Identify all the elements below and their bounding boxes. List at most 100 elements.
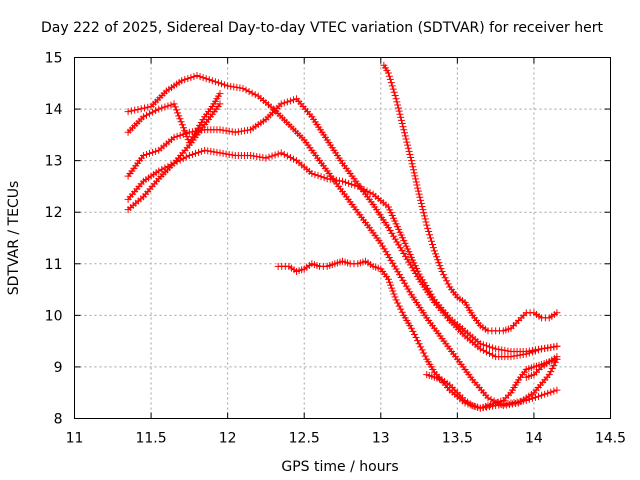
data-point-marker [179,124,187,132]
data-point-marker [171,103,179,111]
data-point-marker [141,104,149,112]
data-point-marker [544,389,552,397]
y-tick-label: 10 [45,308,63,324]
data-point-marker [397,116,405,124]
data-point-marker [444,280,452,288]
data-point-marker [386,227,394,235]
data-point-marker [437,265,445,273]
data-point-marker [428,240,436,248]
data-point-marker [538,345,546,353]
data-point-marker [424,284,432,292]
data-point-marker [222,127,230,135]
data-point-marker [535,345,543,353]
data-point-marker [418,203,426,211]
data-point-marker [193,72,201,80]
data-point-marker [196,121,204,129]
data-point-marker [393,238,401,246]
x-tick-label: 12.5 [289,431,320,447]
data-point-marker [550,343,558,351]
data-point-marker [420,349,428,357]
data-point-marker [384,275,392,283]
y-tick-label: 13 [45,154,63,170]
data-point-marker [390,262,398,270]
data-point-marker [320,174,328,182]
data-point-marker [415,190,423,198]
data-point-marker [476,340,484,348]
data-point-marker [360,186,368,194]
data-point-marker [387,256,395,264]
data-point-marker [420,212,428,220]
data-point-marker [495,345,503,353]
data-point-marker [425,228,433,236]
data-point-marker [289,96,297,104]
data-point-marker [410,169,418,177]
data-point-marker [233,83,241,91]
y-tick-label: 15 [45,51,63,67]
data-point-marker [501,346,509,354]
x-tick-label: 13 [372,431,390,447]
data-point-marker [191,127,199,135]
data-point-marker [366,189,374,197]
data-point-marker [422,282,430,290]
data-point-marker [178,121,186,129]
data-point-marker [280,99,288,107]
data-point-marker [177,118,185,126]
data-point-marker [274,150,282,158]
data-point-marker [348,180,356,188]
data-point-marker [531,346,539,354]
data-point-marker [547,388,555,396]
data-point-marker [429,293,437,301]
data-point-marker [251,91,259,99]
data-point-marker [182,129,190,137]
data-point-marker [216,126,224,134]
data-point-marker [202,75,210,83]
data-point-marker [407,154,415,162]
data-point-marker [317,173,325,181]
data-point-marker [401,132,409,140]
data-point-marker [417,273,425,281]
data-point-marker [181,76,189,84]
data-point-marker [144,103,152,111]
data-point-marker [124,108,132,116]
chart-title: Day 222 of 2025, Sidereal Day-to-day VTE… [41,20,603,36]
data-point-marker [244,126,252,134]
data-point-marker [409,327,417,335]
data-point-marker [392,265,400,273]
data-point-marker [131,106,139,114]
data-point-marker [190,73,198,81]
data-point-marker [268,152,276,160]
data-point-marker [391,92,399,100]
data-point-marker [436,262,444,270]
data-point-marker [484,394,492,402]
data-point-marker [398,120,406,128]
data-point-marker [548,364,556,372]
data-point-marker [441,274,449,282]
data-point-marker [395,107,403,115]
data-point-marker [387,79,395,87]
data-point-marker [417,199,425,207]
data-point-marker [482,348,490,356]
data-point-marker [332,176,340,184]
data-point-marker [155,167,163,175]
data-point-marker [173,132,181,140]
data-point-marker [386,75,394,83]
data-point-marker [522,347,530,355]
data-point-marker [411,172,419,180]
data-point-marker [438,268,446,276]
data-point-marker [218,80,226,88]
data-point-marker [396,110,404,118]
data-point-marker [513,398,521,406]
data-point-marker [498,346,506,354]
data-point-marker [354,182,362,190]
data-point-marker [407,157,415,165]
y-tick-label: 9 [54,360,63,376]
y-axis-label: SDTVAR / TECUs [6,181,22,296]
data-point-marker [423,221,431,229]
data-point-marker [182,153,190,161]
data-point-marker [415,340,423,348]
data-point-marker [142,111,150,119]
series-trace-7 [380,61,561,335]
data-point-marker [412,175,420,183]
data-point-marker [394,268,402,276]
